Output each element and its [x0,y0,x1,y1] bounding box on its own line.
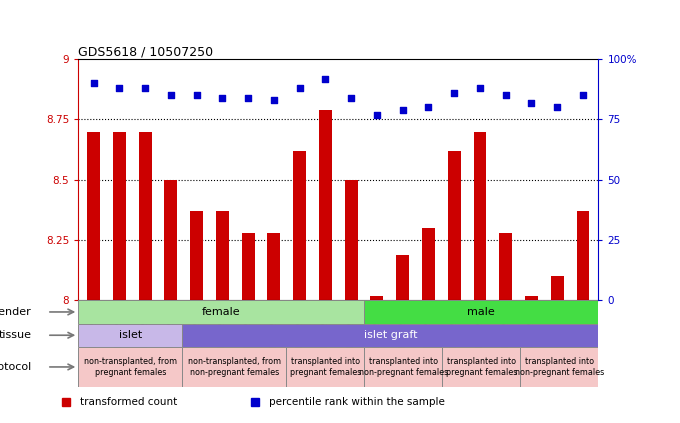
Point [500,92,511,99]
Bar [182,347,286,387]
Point [320,75,331,82]
Point [165,92,176,99]
Bar [473,132,486,300]
Bar [551,276,564,300]
Bar [78,300,364,324]
Bar [364,347,442,387]
Bar [78,324,182,347]
Text: islet graft: islet graft [364,330,417,340]
Bar [267,233,280,300]
Bar [422,228,435,300]
Bar [87,132,100,300]
Bar [286,347,364,387]
Text: transformed count: transformed count [80,398,177,407]
Point [217,94,228,101]
Point [371,111,382,118]
Bar [319,110,332,300]
Text: transplanted into
non-pregnant females: transplanted into non-pregnant females [515,357,604,376]
Bar [396,255,409,300]
Bar [182,324,598,347]
Bar [345,180,358,300]
Text: islet: islet [118,330,142,340]
Point [139,85,150,91]
Bar [371,296,384,300]
Point [294,85,305,91]
Text: male: male [467,307,495,317]
Point [88,80,99,87]
Text: transplanted into
pregnant females: transplanted into pregnant females [445,357,517,376]
Text: GDS5618 / 10507250: GDS5618 / 10507250 [78,45,214,58]
Text: percentile rank within the sample: percentile rank within the sample [269,398,445,407]
Bar [293,151,306,300]
Point [577,92,588,99]
Text: transplanted into
non-pregnant females: transplanted into non-pregnant females [359,357,448,376]
Point [114,85,125,91]
Point [243,94,254,101]
Point [397,107,408,113]
Bar [525,296,538,300]
Point [423,104,434,111]
Text: transplanted into
pregnant females: transplanted into pregnant females [290,357,361,376]
Bar [499,233,512,300]
Bar [520,347,598,387]
Point [551,104,562,111]
Bar [364,300,598,324]
Point [526,99,537,106]
Text: non-transplanted, from
non-pregnant females: non-transplanted, from non-pregnant fema… [188,357,281,376]
Text: non-transplanted, from
pregnant females: non-transplanted, from pregnant females [84,357,177,376]
Bar [577,211,590,300]
Point [345,94,356,101]
Text: female: female [202,307,241,317]
Bar [139,132,152,300]
Bar [113,132,126,300]
Bar [447,151,460,300]
Bar [216,211,229,300]
Bar [78,347,182,387]
Point [191,92,202,99]
Point [475,85,486,91]
Text: gender: gender [0,307,31,317]
Bar [241,233,254,300]
Bar [165,180,177,300]
Bar [190,211,203,300]
Text: tissue: tissue [0,330,31,340]
Text: protocol: protocol [0,362,31,372]
Bar [442,347,520,387]
Point [449,90,460,96]
Point [269,97,279,104]
